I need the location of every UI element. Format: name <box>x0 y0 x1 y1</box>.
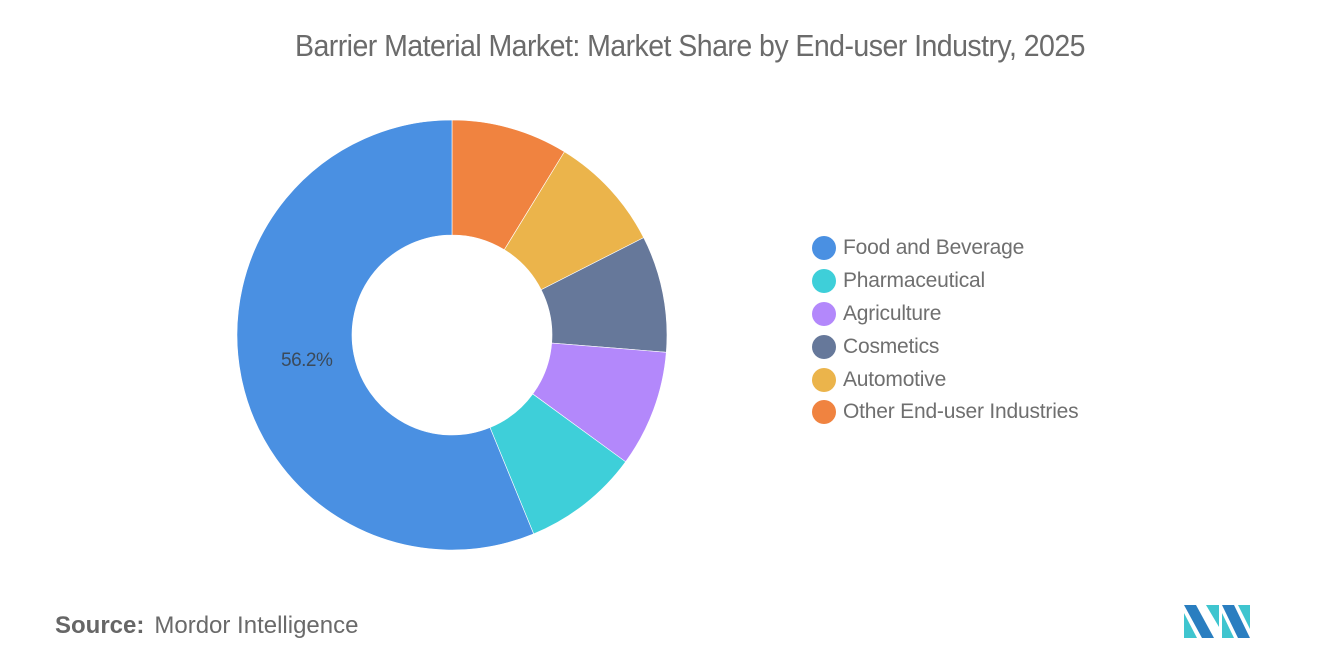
legend-item-agriculture[interactable]: Agriculture <box>812 298 1078 331</box>
legend-marker-icon <box>812 269 836 294</box>
legend-marker-icon <box>812 367 836 392</box>
donut-slice-food-and-beverage[interactable] <box>236 119 535 551</box>
legend-label: Cosmetics <box>843 334 940 358</box>
chart-title: Barrier Material Market: Market Share by… <box>295 28 1086 63</box>
legend-label: Automotive <box>843 367 947 391</box>
legend-marker-icon <box>812 334 836 359</box>
legend-item-other-end-user-industries[interactable]: Other End-user Industries <box>812 396 1079 429</box>
chart-legend: Food and Beverage Pharmaceutical Agricul… <box>812 232 1079 429</box>
legend-label: Pharmaceutical <box>843 269 985 293</box>
legend-marker-icon <box>812 236 836 261</box>
legend-label: Food and Beverage <box>843 236 1025 260</box>
legend-item-pharmaceutical[interactable]: Pharmaceutical <box>812 265 1078 298</box>
legend-item-cosmetics[interactable]: Cosmetics <box>812 330 1078 363</box>
legend-label: Agriculture <box>843 301 942 325</box>
source-note: Source: Mordor Intelligence <box>55 612 358 640</box>
food-and-beverage-data-label: 56.2% <box>281 350 333 371</box>
legend-item-automotive[interactable]: Automotive <box>812 363 1078 396</box>
donut-slices <box>236 119 668 551</box>
legend-item-food-and-beverage[interactable]: Food and Beverage <box>812 232 1078 265</box>
legend-marker-icon <box>812 301 836 326</box>
legend-marker-icon <box>812 400 836 425</box>
source-label: Source: <box>55 612 145 639</box>
mordor-intelligence-logo-icon <box>1184 605 1250 638</box>
legend-label: Other End-user Industries <box>843 400 1079 424</box>
source-value: Mordor Intelligence <box>154 612 359 639</box>
